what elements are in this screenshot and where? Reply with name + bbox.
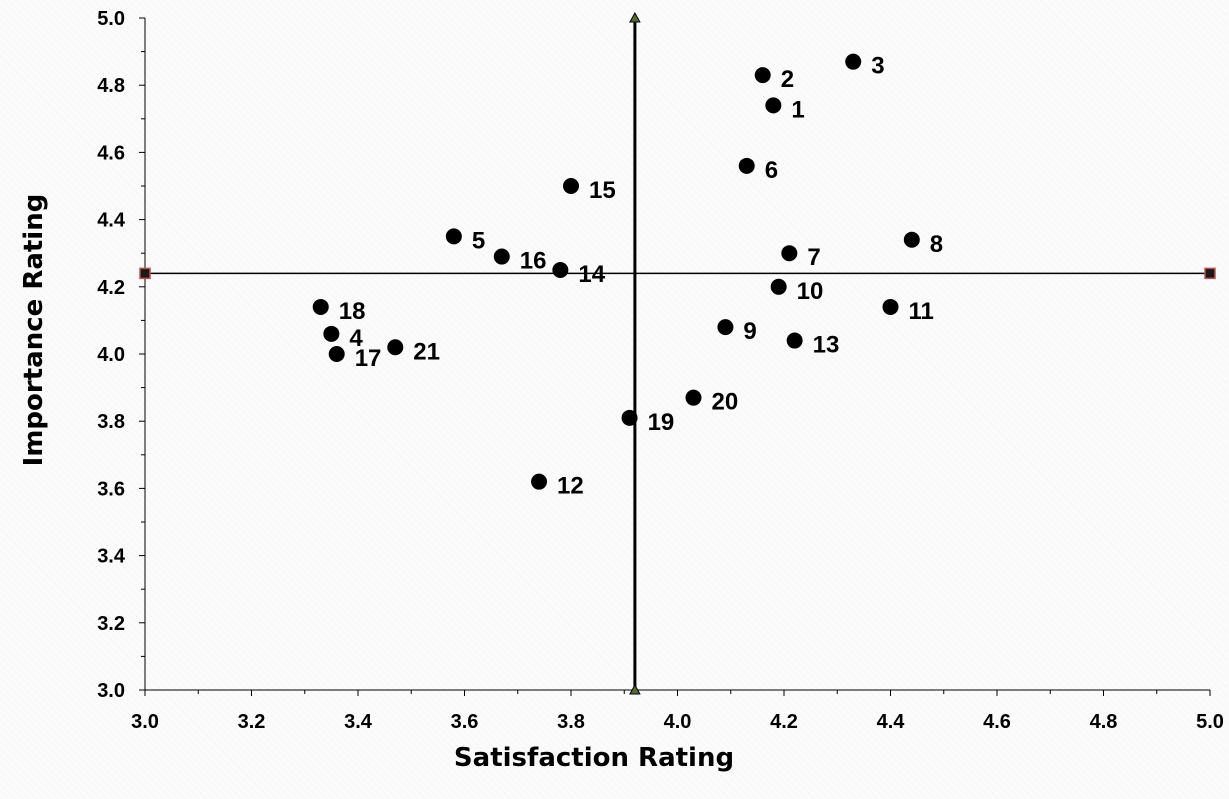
data-point xyxy=(323,325,340,342)
data-point xyxy=(882,298,899,315)
x-tick-label: 3.2 xyxy=(238,711,266,733)
data-point-label: 10 xyxy=(797,278,824,305)
axes: 3.0 3.2 3.4 3.6 3.8 4.0 4.2 4.4 4.6 4.8 5.0 3.0 3.2 3… xyxy=(97,8,1224,733)
data-point-label: 11 xyxy=(909,298,934,325)
data-point-label: 13 xyxy=(813,332,840,359)
data-point-label: 19 xyxy=(648,409,675,436)
square-marker xyxy=(1204,267,1216,280)
x-axis-title: Satisfaction Rating xyxy=(454,743,734,773)
data-point xyxy=(563,178,579,194)
x-tick-label: 3.4 xyxy=(344,711,373,733)
data-point xyxy=(531,473,548,490)
data-point xyxy=(328,346,345,362)
x-tick-label: 4.6 xyxy=(983,711,1011,733)
data-point xyxy=(781,245,798,262)
data-point xyxy=(754,67,771,84)
y-tick-label: 4.0 xyxy=(97,344,125,366)
x-tick-label: 4.0 xyxy=(664,711,692,733)
data-point-label: 1 xyxy=(791,96,804,123)
x-tick-label: 4.2 xyxy=(770,711,798,733)
x-tick-label: 3.8 xyxy=(557,711,585,733)
data-point-label: 14 xyxy=(578,261,605,288)
x-tick-label: 3.0 xyxy=(131,711,159,733)
y-tick-label: 5.0 xyxy=(97,8,125,30)
data-point-label: 3 xyxy=(871,53,884,80)
y-tick-label: 3.4 xyxy=(97,546,126,568)
data-point xyxy=(445,228,462,245)
y-axis-title: Importance Rating xyxy=(19,194,49,467)
data-point xyxy=(845,53,862,70)
data-point-label: 15 xyxy=(589,177,616,204)
y-tick-label: 4.6 xyxy=(97,142,125,164)
y-tick-label: 3.8 xyxy=(97,411,125,433)
triangle-marker xyxy=(629,11,641,23)
data-point xyxy=(552,262,569,278)
x-tick-label: 4.4 xyxy=(877,711,906,733)
data-point-label: 12 xyxy=(557,473,584,500)
triangle-marker xyxy=(629,683,641,695)
data-point-label: 8 xyxy=(930,231,943,258)
y-tick-label: 3.6 xyxy=(97,478,125,500)
y-tick-label: 3.2 xyxy=(97,613,125,635)
data-point xyxy=(387,339,404,356)
data-point xyxy=(770,278,787,295)
data-point-label: 4 xyxy=(349,325,363,352)
data-point xyxy=(621,409,638,426)
x-tick-label: 3.6 xyxy=(451,711,479,733)
data-point-label: 9 xyxy=(743,318,756,345)
y-tick-label: 3.0 xyxy=(97,680,125,702)
reference-lines xyxy=(139,11,1216,695)
x-tick-label: 5.0 xyxy=(1196,711,1224,733)
x-tick-label: 4.8 xyxy=(1090,711,1118,733)
data-point-label: 16 xyxy=(520,248,547,275)
data-point xyxy=(493,248,510,265)
data-point-label: 21 xyxy=(413,338,440,365)
data-point xyxy=(738,157,755,174)
y-tick-label: 4.4 xyxy=(97,210,126,232)
data-point xyxy=(765,97,782,114)
data-point xyxy=(312,298,329,315)
y-tick-label: 4.2 xyxy=(97,277,125,299)
data-point xyxy=(786,332,803,349)
square-marker xyxy=(139,267,151,280)
data-point-label: 18 xyxy=(339,298,366,325)
data-point xyxy=(903,231,920,248)
data-point-label: 6 xyxy=(765,157,778,184)
y-tick-label: 4.8 xyxy=(97,75,125,97)
data-point-label: 7 xyxy=(807,244,820,271)
data-point-label: 17 xyxy=(355,345,382,372)
data-point-label: 5 xyxy=(472,227,485,254)
data-point-label: 2 xyxy=(781,66,794,93)
data-point xyxy=(685,389,702,406)
data-point-label: 20 xyxy=(711,389,738,416)
data-point xyxy=(717,319,734,336)
